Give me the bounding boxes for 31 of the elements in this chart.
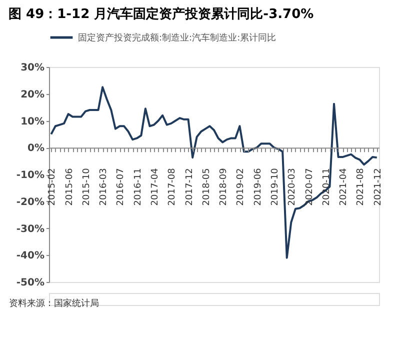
y-tick-label: 0%: [28, 143, 44, 154]
text: 资料来源：国家统计局: [9, 298, 99, 309]
y-tick-label: 10%: [20, 116, 44, 128]
x-tick-label: 2021-08: [356, 168, 366, 206]
x-tick-label: 2017-12: [184, 168, 195, 206]
x-tick-label: 2016-11: [133, 168, 144, 206]
x-tick-label: 2018-09: [219, 168, 230, 206]
x-tick-label: 2019-10: [270, 168, 280, 206]
x-tick-label: 2020-11: [322, 168, 332, 206]
y-tick-label: -50%: [16, 278, 44, 288]
x-tick-label: 2020-03: [288, 168, 298, 206]
x-tick-label: 2016-07: [116, 168, 126, 206]
x-tick-label: 2019-06: [253, 168, 264, 206]
x-tick-label: 2021-04: [339, 168, 350, 206]
y-tick-label: -40%: [16, 250, 44, 262]
x-tick-label: 2017-08: [168, 168, 178, 206]
x-tick-label: 2016-03: [99, 168, 110, 206]
x-tick-label: 2018-05: [202, 168, 212, 206]
y-tick-label: 30%: [20, 62, 44, 74]
x-tick-label: 2015-10: [82, 168, 92, 206]
y-tick-label: 20%: [20, 89, 44, 100]
y-tick-label: -10%: [16, 170, 44, 181]
legend-label: 固定资产投资完成额:制造业:汽车制造业:累计同比: [78, 32, 276, 44]
x-tick-label: 2021-12: [373, 168, 384, 206]
chart-title: 图 49：1-12 月汽车固定资产投资累计同比-3.70%: [8, 6, 314, 22]
y-tick-label: -30%: [16, 224, 44, 235]
x-tick-label: 2019-02: [236, 168, 246, 206]
x-tick-label: 2015-02: [48, 168, 58, 206]
x-tick-label: 2015-06: [64, 168, 75, 206]
y-tick-label: -20%: [16, 196, 44, 208]
x-tick-label: 2017-04: [150, 168, 160, 206]
